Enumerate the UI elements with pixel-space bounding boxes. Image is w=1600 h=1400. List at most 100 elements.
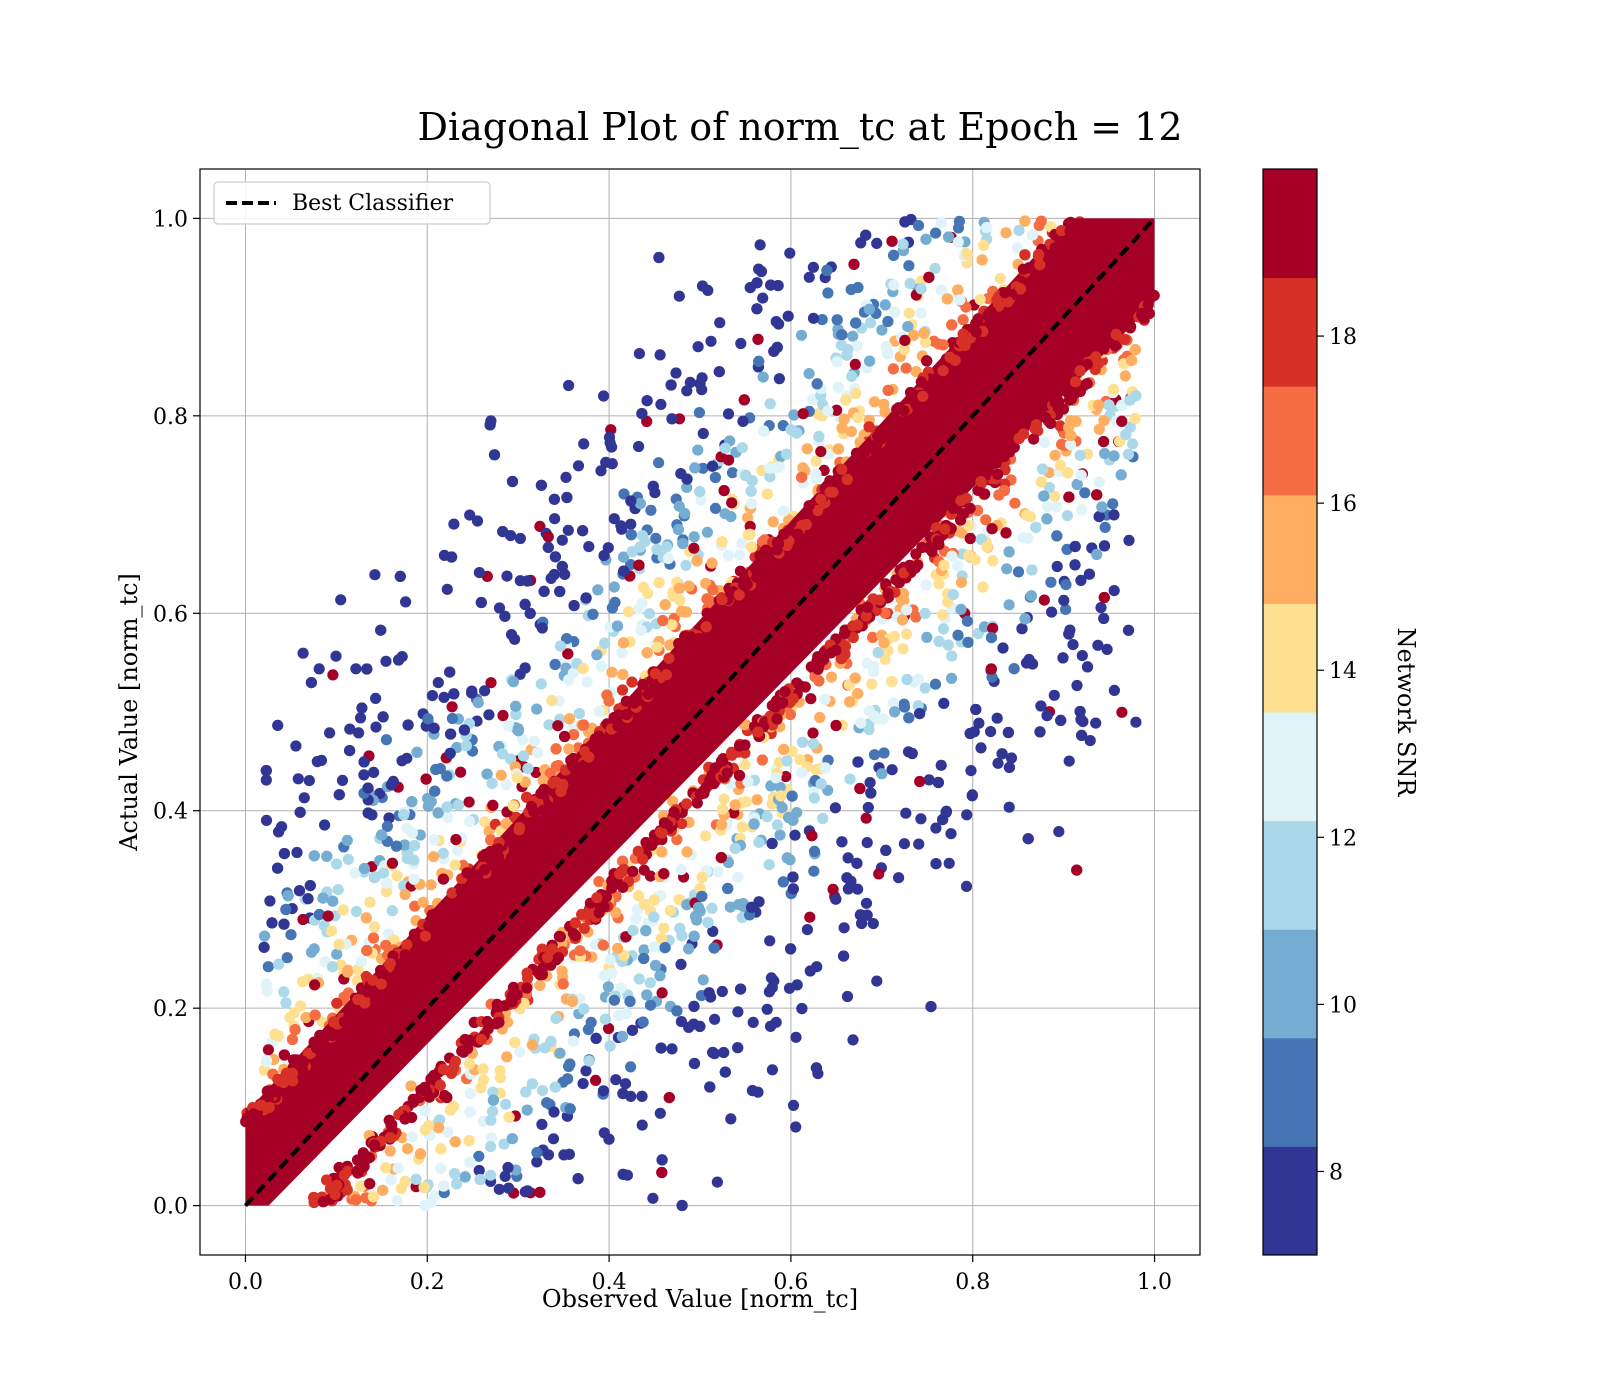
scatter-point (688, 542, 700, 554)
scatter-point (930, 227, 942, 239)
scatter-point (819, 693, 831, 706)
scatter-point (1108, 585, 1120, 597)
scatter-point (860, 812, 872, 824)
y-tick-label: 0.4 (153, 800, 188, 825)
scatter-point (1074, 705, 1086, 718)
band-edge-point (792, 528, 804, 540)
scatter-point (807, 738, 820, 750)
scatter-point (1076, 729, 1088, 742)
scatter-point (867, 631, 879, 644)
scatter-point (572, 460, 585, 472)
scatter-point (488, 449, 501, 461)
scatter-point (1091, 548, 1103, 561)
band-edge-point (247, 1120, 259, 1132)
scatter-point (358, 769, 370, 781)
scatter-point (832, 443, 845, 455)
scatter-point (369, 569, 381, 581)
scatter-point (426, 690, 438, 702)
scatter-point (744, 528, 756, 541)
scatter-point (780, 770, 792, 783)
scatter-point (797, 408, 809, 420)
band-edge-point (910, 398, 922, 411)
band-edge-point (812, 504, 824, 517)
scatter-point (801, 924, 814, 936)
scatter-point (656, 1166, 668, 1179)
scatter-point (1051, 560, 1063, 573)
scatter-point (520, 1086, 532, 1098)
scatter-point (556, 560, 568, 573)
scatter-point (976, 254, 988, 266)
band-edge-point (513, 824, 525, 836)
scatter-point (499, 610, 511, 622)
scatter-point (603, 431, 616, 443)
scatter-point (1038, 490, 1050, 502)
scatter-point (645, 504, 657, 516)
scatter-point (813, 675, 825, 687)
scatter-point (1095, 602, 1107, 614)
scatter-point (955, 576, 968, 589)
scatter-point (985, 726, 997, 738)
y-axis-ticks: 0.0 0.2 0.4 0.6 0.8 1.0 (153, 207, 200, 1220)
band-edge-point (297, 1064, 309, 1076)
scatter-point (757, 292, 769, 304)
scatter-point (1048, 689, 1060, 701)
scatter-point (726, 467, 739, 479)
scatter-point (1037, 463, 1049, 475)
band-edge-point (964, 502, 976, 514)
band-edge-point (338, 1016, 350, 1028)
scatter-point (531, 703, 543, 715)
scatter-point (633, 348, 646, 360)
scatter-point (370, 721, 382, 733)
band-edge-point (917, 390, 929, 402)
colorbar-label: Network SNR (1392, 628, 1420, 798)
scatter-point (1039, 436, 1051, 448)
band-edge-point (637, 678, 649, 691)
band-edge-point (490, 1018, 502, 1030)
scatter-point (449, 859, 461, 871)
scatter-point (865, 787, 877, 799)
scatter-point (796, 767, 808, 779)
scatter-point (574, 945, 586, 957)
scatter-point (422, 713, 434, 725)
y-tick-label: 0.2 (153, 997, 188, 1022)
scatter-point (295, 1000, 307, 1012)
scatter-point (920, 233, 932, 245)
scatter-point (269, 1028, 281, 1040)
scatter-point (795, 329, 808, 341)
scatter-point (420, 773, 432, 785)
band-edge-point (702, 780, 714, 792)
scatter-point (499, 1170, 511, 1182)
scatter-point (564, 1103, 576, 1115)
band-edge-point (1002, 296, 1014, 308)
scatter-point (796, 1003, 808, 1015)
scatter-point (483, 709, 495, 721)
band-edge-point (399, 949, 411, 961)
scatter-point (385, 779, 397, 791)
scatter-point (777, 876, 789, 888)
band-edge-point (944, 351, 956, 363)
scatter-point (302, 893, 314, 905)
scatter-point (601, 689, 613, 701)
scatter-point (676, 1199, 688, 1212)
scatter-point (761, 1003, 773, 1015)
scatter-point (706, 902, 718, 914)
scatter-point (925, 1001, 937, 1013)
scatter-point (897, 588, 910, 600)
scatter-point (573, 708, 586, 720)
scatter-point (1074, 449, 1086, 461)
scatter-point (915, 813, 927, 825)
scatter-point (935, 284, 947, 296)
scatter-point (1069, 540, 1081, 553)
scatter-point (974, 293, 986, 306)
scatter-point (510, 708, 522, 721)
band-edge-point (360, 1154, 372, 1166)
scatter-point (943, 857, 955, 869)
scatter-point (764, 398, 776, 410)
scatter-point (688, 930, 700, 942)
scatter-point (632, 890, 645, 902)
scatter-point (755, 265, 768, 278)
scatter-point (659, 599, 671, 611)
band-edge-point (836, 463, 848, 475)
band-edge-point (906, 562, 918, 574)
